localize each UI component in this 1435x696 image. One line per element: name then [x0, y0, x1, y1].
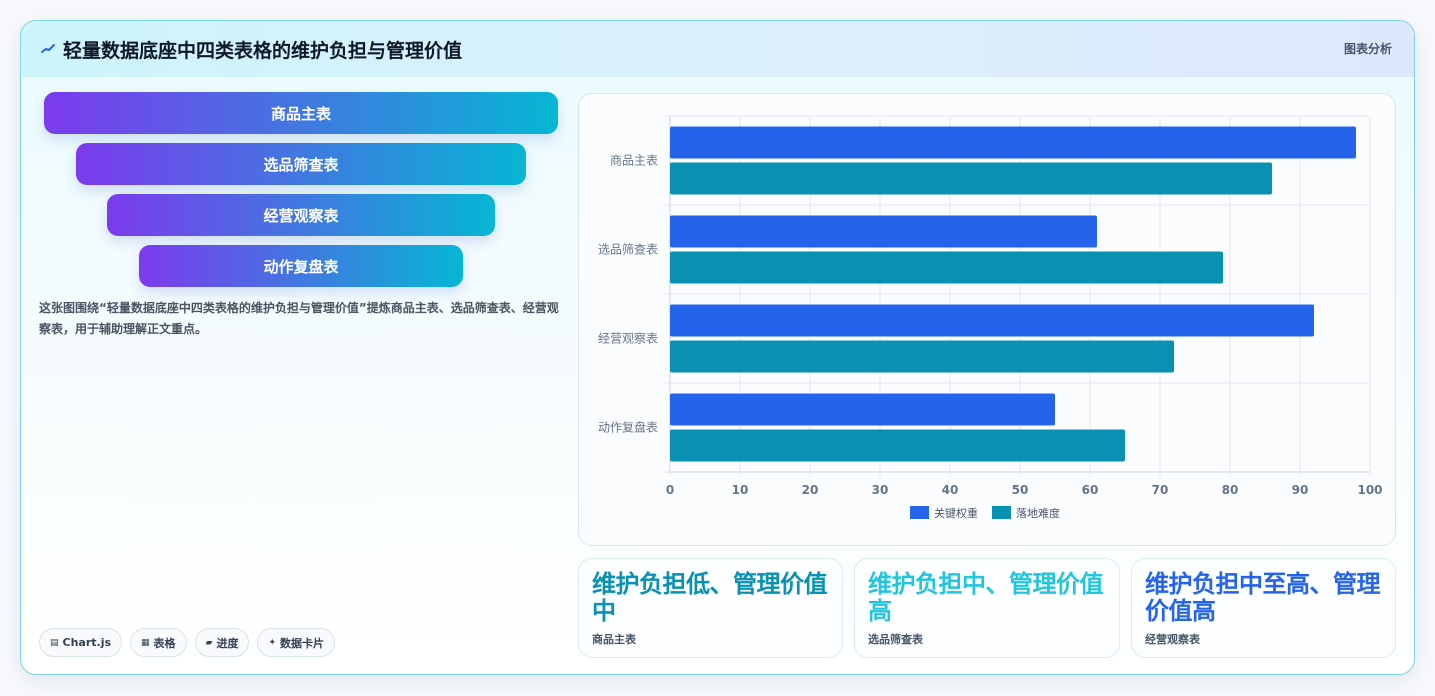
y-tick-label: 商品主表 [610, 153, 658, 168]
chart-icon: ▤ [50, 637, 59, 648]
table-icon: ▦ [141, 637, 150, 648]
chip-chartjs[interactable]: ▤ Chart.js [39, 628, 123, 657]
chip-table[interactable]: ▦ 表格 [130, 628, 187, 657]
bar [670, 340, 1174, 373]
stat-card-operation-watch: 维护负担中至高、管理价值高 经营观察表 [1131, 558, 1396, 658]
bar [670, 429, 1125, 462]
chip-data-card[interactable]: ✦ 数据卡片 [257, 628, 336, 657]
chip-label: 数据卡片 [280, 636, 325, 650]
chart-analysis-tag: 图表分析 [1343, 42, 1392, 56]
x-tick-label: 50 [1012, 483, 1029, 497]
x-tick-label: 0 [666, 483, 674, 497]
bar [670, 215, 1097, 248]
main-card: 轻量数据底座中四类表格的维护负担与管理价值 图表分析 商品主表 选品筛查表 经营… [20, 20, 1415, 675]
bar [670, 162, 1272, 195]
x-tick-label: 100 [1357, 483, 1382, 497]
bar-chart: 0 10 20 30 40 50 60 70 80 90 100 商品主表选品筛查表经营观察表动作复盘… [598, 115, 1383, 520]
y-tick-label: 经营观察表 [598, 332, 658, 346]
chip-progress[interactable]: ▰ 进度 [194, 628, 250, 657]
funnel-item-product-master: 商品主表 [44, 92, 558, 134]
stat-value: 维护负担中、管理价值高 [868, 570, 1104, 625]
x-tick-label: 30 [872, 483, 889, 497]
x-tick-label: 70 [1152, 483, 1169, 497]
x-tick-label: 80 [1222, 483, 1239, 497]
legend-swatch [992, 506, 1011, 519]
bar [670, 251, 1223, 284]
funnel-item-selection-screening: 选品筛查表 [76, 143, 526, 185]
legend-label: 关键权重 [934, 506, 978, 520]
stat-label: 商品主表 [592, 633, 636, 646]
bar [670, 393, 1055, 426]
sparkle-icon: ✦ [268, 637, 277, 648]
funnel-item-action-review: 动作复盘表 [139, 245, 463, 287]
bar [670, 304, 1314, 337]
stat-value: 维护负担中至高、管理价值高 [1145, 570, 1381, 625]
chip-label: Chart.js [62, 636, 112, 649]
legend-label: 落地难度 [1016, 506, 1060, 520]
chip-label: 表格 [153, 636, 176, 650]
x-tick-label: 60 [1082, 483, 1099, 497]
page-title: 轻量数据底座中四类表格的维护负担与管理价值 [63, 40, 463, 62]
progress-icon: ▰ [205, 637, 213, 648]
legend-swatch [910, 506, 929, 519]
chip-label: 进度 [216, 636, 239, 650]
stat-value: 维护负担低、管理价值中 [592, 570, 828, 625]
chart-description: 这张图围绕“轻量数据底座中四类表格的维护负担与管理价值”提炼商品主表、选品筛查表… [39, 301, 559, 336]
chart-panel: 0 10 20 30 40 50 60 70 80 90 100 商品主表选品筛查表经营观察表动作复盘… [578, 93, 1396, 546]
tech-chips: ▤ Chart.js ▦ 表格 ▰ 进度 ✦ 数据卡片 [39, 628, 336, 657]
header: 轻量数据底座中四类表格的维护负担与管理价值 图表分析 [21, 21, 1414, 77]
stat-card-product-master: 维护负担低、管理价值中 商品主表 [578, 558, 843, 658]
funnel-item-operation-watch: 经营观察表 [107, 194, 495, 236]
chart-sparkline-icon [41, 44, 55, 53]
x-tick-label: 20 [802, 483, 819, 497]
x-tick-label: 90 [1292, 483, 1309, 497]
y-tick-label: 选品筛查表 [598, 242, 658, 257]
stat-label: 经营观察表 [1145, 633, 1200, 646]
bar [670, 126, 1356, 159]
y-tick-label: 动作复盘表 [598, 420, 658, 435]
x-tick-label: 10 [732, 483, 749, 497]
stat-label: 选品筛查表 [868, 633, 923, 646]
stat-card-selection-screening: 维护负担中、管理价值高 选品筛查表 [854, 558, 1120, 658]
x-tick-label: 40 [942, 483, 959, 497]
